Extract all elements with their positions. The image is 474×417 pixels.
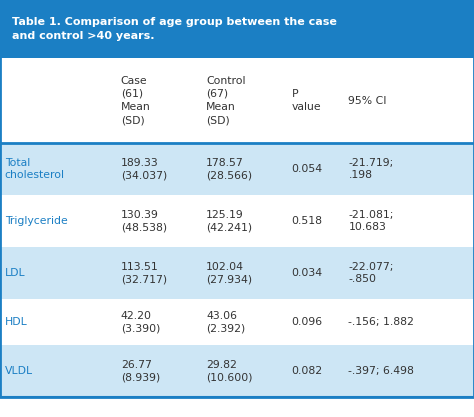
Text: 113.51
(32.717): 113.51 (32.717) [121, 261, 167, 284]
Text: 0.082: 0.082 [292, 366, 323, 376]
Text: -21.081;
10.683: -21.081; 10.683 [348, 210, 394, 232]
Text: 26.77
(8.939): 26.77 (8.939) [121, 359, 160, 382]
Text: 0.096: 0.096 [292, 317, 323, 327]
Text: Triglyceride: Triglyceride [5, 216, 67, 226]
Text: 0.054: 0.054 [292, 164, 323, 174]
Text: Table 1. Comparison of age group between the case
and control >40 years.: Table 1. Comparison of age group between… [12, 17, 337, 41]
Bar [0, 58, 474, 143]
Text: HDL: HDL [5, 317, 27, 327]
Text: -.156; 1.882: -.156; 1.882 [348, 317, 414, 327]
Text: 95% CI: 95% CI [348, 95, 387, 106]
Bar [0, 0, 474, 58]
Text: Case
(61)
Mean
(SD): Case (61) Mean (SD) [121, 76, 151, 125]
Text: -22.077;
-.850: -22.077; -.850 [348, 261, 394, 284]
Text: Total
cholesterol: Total cholesterol [5, 158, 65, 181]
Text: LDL: LDL [5, 268, 26, 278]
Text: Control
(67)
Mean
(SD): Control (67) Mean (SD) [206, 76, 246, 125]
Bar [0, 299, 474, 345]
Bar [0, 195, 474, 247]
Text: -21.719;
.198: -21.719; .198 [348, 158, 393, 181]
Text: -.397; 6.498: -.397; 6.498 [348, 366, 414, 376]
Text: 29.82
(10.600): 29.82 (10.600) [206, 359, 253, 382]
Text: 178.57
(28.566): 178.57 (28.566) [206, 158, 252, 181]
Text: 0.518: 0.518 [292, 216, 322, 226]
Text: 0.034: 0.034 [292, 268, 323, 278]
Bar [0, 247, 474, 299]
Text: VLDL: VLDL [5, 366, 33, 376]
Text: 42.20
(3.390): 42.20 (3.390) [121, 311, 160, 334]
Bar [0, 345, 474, 397]
Text: 43.06
(2.392): 43.06 (2.392) [206, 311, 246, 334]
Text: P
value: P value [292, 89, 321, 112]
Text: 102.04
(27.934): 102.04 (27.934) [206, 261, 252, 284]
Text: 125.19
(42.241): 125.19 (42.241) [206, 210, 252, 232]
Text: 130.39
(48.538): 130.39 (48.538) [121, 210, 167, 232]
Text: 189.33
(34.037): 189.33 (34.037) [121, 158, 167, 181]
Bar [0, 143, 474, 195]
